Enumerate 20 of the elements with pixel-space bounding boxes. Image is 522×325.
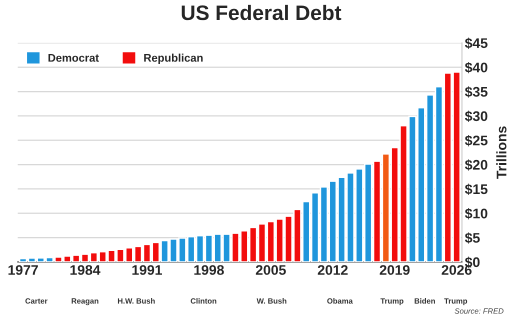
x-tick-label: 2019 [380,265,410,275]
y-tick-label: $20 [464,159,488,171]
x-tick-label: 1991 [132,265,162,275]
y-tick-label: $45 [464,38,488,49]
y-tick-label: $35 [464,86,488,98]
x-tick-label: 1984 [70,265,100,275]
x-tick-label: 2005 [256,265,286,275]
chart-title: US Federal Debt [182,4,342,20]
y-tick-label: $25 [464,134,488,146]
x-tick-label: 1977 [8,265,38,275]
legend-label: Republican [144,54,203,64]
y-tick-label: $40 [464,62,488,74]
y-axis-title: Trillions [496,126,506,179]
y-tick-label: $10 [464,208,488,220]
y-tick-label: $30 [464,110,488,122]
legend-label: Democrat [48,54,99,62]
x-tick-label: 2012 [318,265,348,275]
y-tick-label: $5 [464,232,480,244]
x-tick-label: 1998 [194,265,224,275]
y-tick-label: $15 [464,184,488,195]
